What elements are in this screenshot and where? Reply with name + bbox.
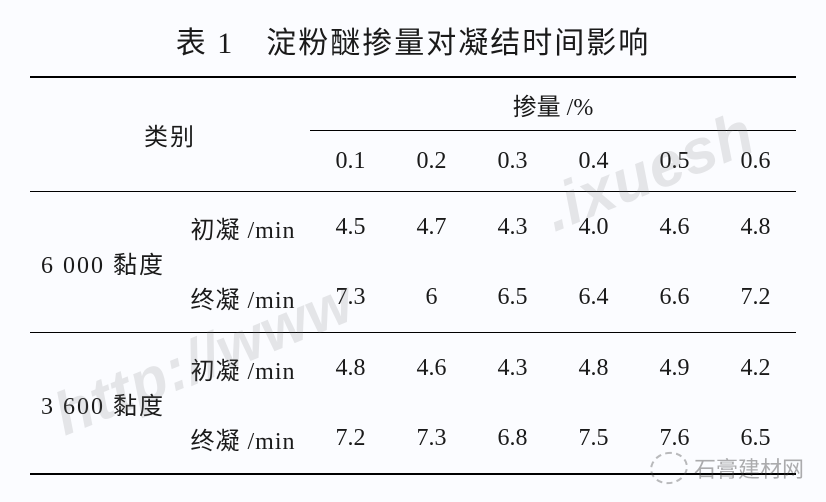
col-0.3: 0.3 [472,131,553,192]
cell: 7.6 [634,403,715,474]
cell: 4.7 [391,192,472,263]
cell: 4.8 [715,192,796,263]
col-0.1: 0.1 [310,131,391,192]
cell: 6.4 [553,262,634,333]
cell: 6 [391,262,472,333]
col-0.5: 0.5 [634,131,715,192]
cell: 7.2 [715,262,796,333]
group-1-row-1-measure: 终凝 /min [176,403,310,474]
table-title: 表 1 淀粉醚掺量对凝结时间影响 [30,18,796,62]
col-0.6: 0.6 [715,131,796,192]
group-1-row-0-measure: 初凝 /min [176,333,310,404]
col-0.2: 0.2 [391,131,472,192]
header-row-1: 类别 掺量 /% [30,77,796,131]
cell: 4.0 [553,192,634,263]
cell: 7.3 [310,262,391,333]
cell: 4.2 [715,333,796,404]
cell: 6.5 [715,403,796,474]
header-dosage: 掺量 /% [310,77,796,131]
cell: 6.6 [634,262,715,333]
table-row: 6 000 黏度 初凝 /min 4.5 4.7 4.3 4.0 4.6 4.8 [30,192,796,263]
group-1-label: 3 600 黏度 [30,333,176,475]
data-table: 类别 掺量 /% 0.1 0.2 0.3 0.4 0.5 0.6 6 000 黏… [30,76,796,475]
cell: 4.5 [310,192,391,263]
col-0.4: 0.4 [553,131,634,192]
cell: 4.6 [634,192,715,263]
cell: 4.3 [472,192,553,263]
cell: 7.2 [310,403,391,474]
cell: 4.3 [472,333,553,404]
group-0-row-1-measure: 终凝 /min [176,262,310,333]
cell: 6.5 [472,262,553,333]
cell: 7.5 [553,403,634,474]
group-0-row-0-measure: 初凝 /min [176,192,310,263]
cell: 4.9 [634,333,715,404]
table-row: 3 600 黏度 初凝 /min 4.8 4.6 4.3 4.8 4.9 4.2 [30,333,796,404]
cell: 4.6 [391,333,472,404]
cell: 4.8 [310,333,391,404]
group-0-label: 6 000 黏度 [30,192,176,333]
page: 表 1 淀粉醚掺量对凝结时间影响 类别 掺量 /% 0.1 0.2 0.3 0.… [0,0,826,502]
cell: 7.3 [391,403,472,474]
cell: 4.8 [553,333,634,404]
cell: 6.8 [472,403,553,474]
header-category: 类别 [30,77,310,192]
